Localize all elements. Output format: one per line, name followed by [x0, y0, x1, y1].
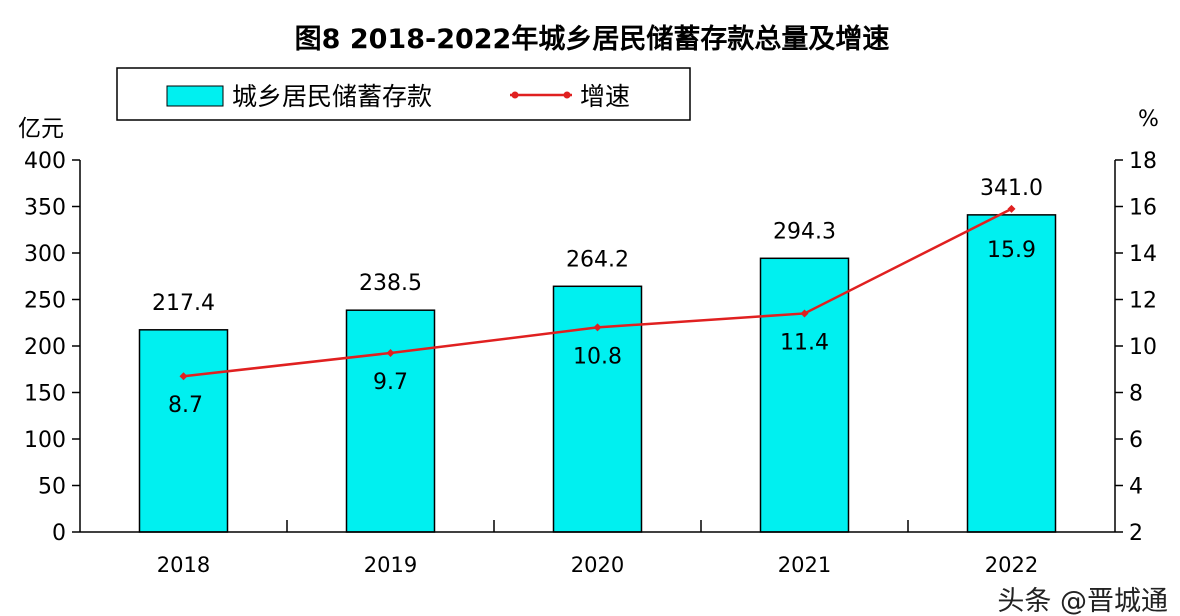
growth-point-2018 [179, 372, 188, 381]
left-tick-label: 150 [24, 382, 66, 407]
right-tick-label: 4 [1129, 475, 1143, 500]
growth-point-2021 [800, 309, 809, 318]
bar-value-label: 238.5 [359, 271, 422, 296]
left-tick-label: 50 [38, 475, 66, 500]
growth-point-2022 [1007, 204, 1016, 213]
right-tick-label: 18 [1129, 149, 1157, 174]
bar-value-label: 264.2 [566, 247, 629, 272]
growth-value-label: 9.7 [373, 370, 408, 395]
chart-title: 图8 2018-2022年城乡居民储蓄存款总量及增速 [295, 23, 890, 55]
growth-point-2019 [386, 348, 395, 357]
right-tick-label: 14 [1129, 242, 1157, 267]
right-tick-label: 2 [1129, 521, 1143, 546]
legend: 城乡居民储蓄存款 增速 [116, 67, 691, 121]
bar-2021 [759, 257, 850, 533]
right-tick-label: 8 [1129, 382, 1143, 407]
bar-value-label: 294.3 [773, 219, 836, 244]
legend-label-line: 增速 [580, 82, 630, 111]
left-tick-label: 350 [24, 196, 66, 221]
right-tick-label: 6 [1129, 428, 1143, 453]
right-axis-unit: % [1138, 107, 1159, 132]
left-tick-label: 400 [24, 149, 66, 174]
watermark: 头条 @晋城通 [997, 586, 1168, 616]
right-tick-label: 10 [1129, 335, 1157, 360]
growth-point-2020 [593, 323, 602, 332]
x-tick-label: 2019 [364, 553, 417, 577]
x-tick-label: 2018 [157, 553, 210, 577]
right-tick-label: 16 [1129, 196, 1157, 221]
left-tick-label: 100 [24, 428, 66, 453]
left-tick-label: 200 [24, 335, 66, 360]
legend-swatch-bar [166, 85, 224, 107]
left-tick-label: 250 [24, 289, 66, 314]
right-tick-label: 12 [1129, 289, 1157, 314]
bar-2022 [966, 214, 1057, 533]
legend-label-bar: 城乡居民储蓄存款 [232, 82, 432, 111]
left-tick-label: 0 [52, 521, 66, 546]
x-tick-label: 2020 [571, 553, 624, 577]
growth-value-label: 11.4 [780, 330, 829, 355]
bar-2018 [138, 329, 229, 533]
bar-value-label: 217.4 [152, 291, 215, 316]
left-tick-label: 300 [24, 242, 66, 267]
x-tick-label: 2022 [985, 553, 1038, 577]
bar-2020 [552, 285, 643, 533]
bar-value-label: 341.0 [980, 176, 1043, 201]
x-tick-label: 2021 [778, 553, 831, 577]
growth-value-label: 10.8 [573, 344, 622, 369]
growth-value-label: 8.7 [168, 393, 203, 418]
growth-value-label: 15.9 [987, 238, 1036, 263]
bar-2019 [345, 309, 436, 533]
left-axis-unit: 亿元 [18, 116, 64, 142]
